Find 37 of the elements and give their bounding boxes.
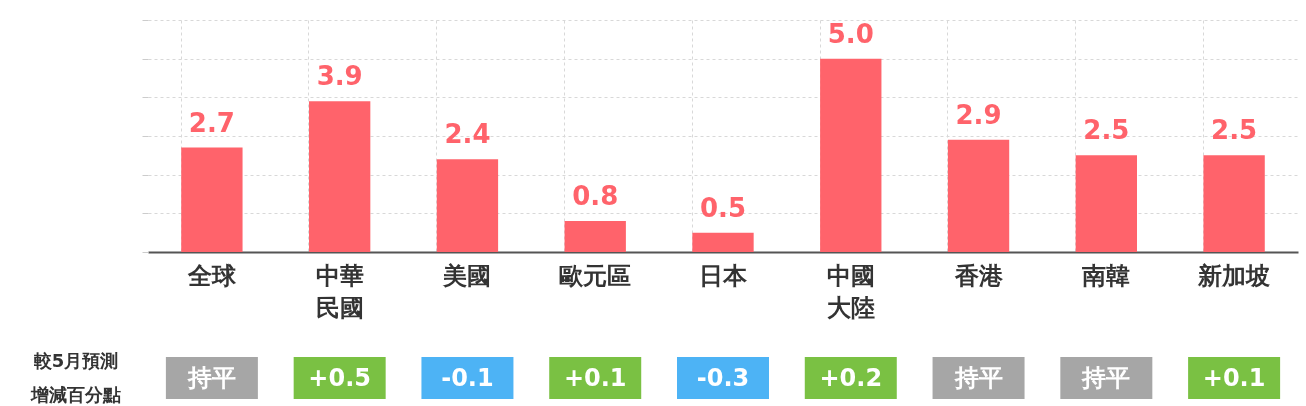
bar — [692, 232, 754, 252]
bar — [181, 147, 243, 252]
text: -0.3 — [696, 364, 750, 392]
x-tick-label: 中國大陸 — [826, 261, 875, 322]
data-label: 0.8 — [572, 181, 619, 212]
text: -0.1 — [441, 364, 494, 392]
bar — [1075, 155, 1137, 252]
text: +0.1 — [563, 364, 627, 392]
bar — [1203, 155, 1265, 252]
x-tick-label: 中華民國 — [315, 261, 364, 322]
x-tick-label: 香港 — [953, 261, 1004, 290]
x-tick-label: 南韓 — [1081, 261, 1131, 290]
data-label: 2.9 — [955, 99, 1002, 130]
bar — [820, 58, 882, 252]
text: 持平 — [953, 364, 1003, 392]
x-tick-label: 日本 — [699, 261, 748, 290]
text: 持平 — [1081, 364, 1131, 392]
text: +0.5 — [308, 364, 371, 392]
x-tick-label: 全球 — [186, 261, 237, 290]
text: 持平 — [186, 364, 236, 392]
bar — [309, 101, 371, 252]
text: +0.2 — [819, 364, 883, 392]
bar — [947, 139, 1010, 252]
data-label: 2.7 — [188, 107, 235, 138]
text: +0.1 — [1202, 364, 1266, 392]
data-label: 2.5 — [1211, 115, 1258, 146]
data-label: 3.9 — [316, 61, 363, 92]
x-tick-label: 美國 — [442, 261, 492, 290]
data-label: 5.0 — [827, 18, 874, 49]
text: 較5月預測增減百分點 — [30, 350, 121, 405]
x-tick-label: 歐元區 — [559, 261, 632, 290]
data-label: 2.4 — [444, 119, 491, 150]
data-label: 0.5 — [699, 192, 747, 223]
bar — [564, 221, 626, 252]
bar — [436, 159, 499, 252]
data-label: 2.5 — [1083, 115, 1130, 146]
x-tick-label: 新加坡 — [1197, 261, 1271, 290]
